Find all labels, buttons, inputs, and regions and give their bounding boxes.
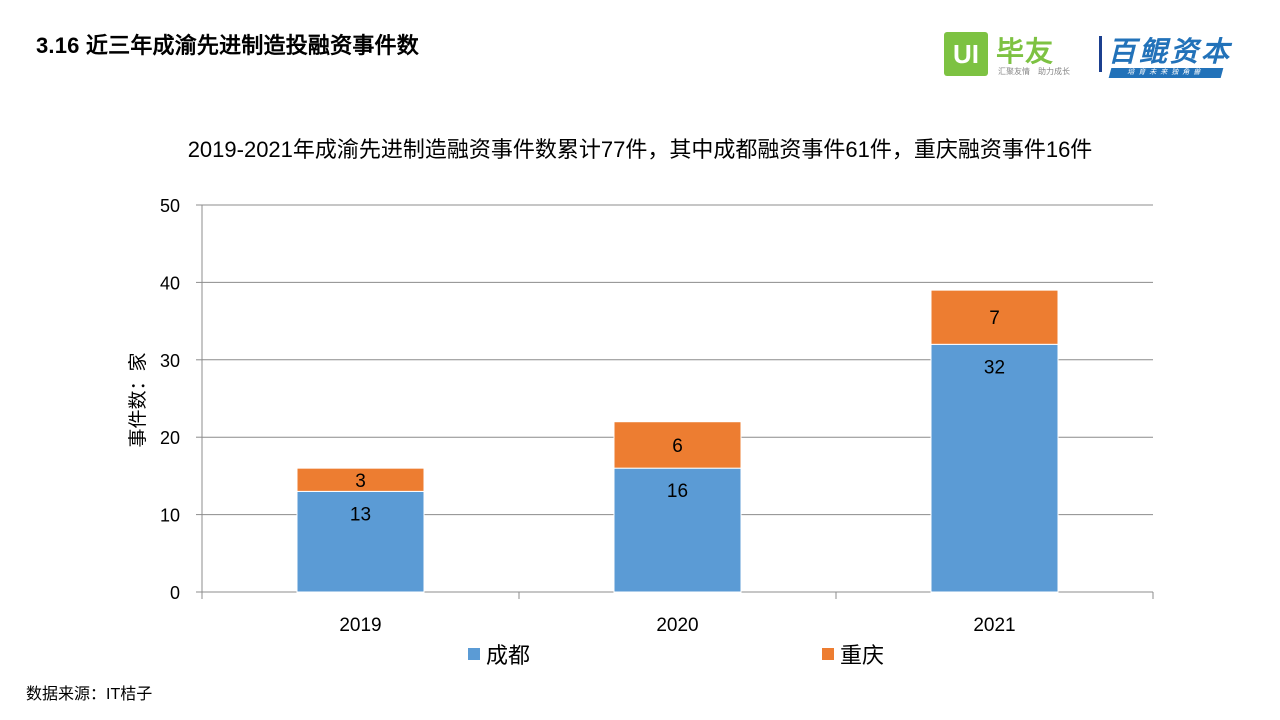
y-tick-label: 0 <box>170 583 180 603</box>
x-tick-label: 2019 <box>339 615 381 636</box>
data-label: 6 <box>672 436 683 457</box>
y-tick-label: 40 <box>160 273 180 293</box>
biyou-logo-name: 毕友 <box>996 36 1055 67</box>
data-label: 13 <box>350 504 371 525</box>
bar-chongqing <box>613 421 742 469</box>
bar-chongqing <box>930 289 1059 345</box>
data-label: 7 <box>989 308 1000 329</box>
data-label: 16 <box>667 481 688 502</box>
legend-swatch-chongqing <box>822 648 834 660</box>
chart-subtitle: 2019-2021年成渝先进制造融资事件数累计77件，其中成都融资事件61件，重… <box>187 137 1093 162</box>
data-label: 3 <box>355 471 366 492</box>
legend-swatch-chengdu <box>468 648 480 660</box>
biyou-logo-mark: UI <box>944 32 988 76</box>
x-tick-label: 2021 <box>973 615 1015 636</box>
bar-chengdu <box>930 343 1059 593</box>
y-tick-label: 20 <box>160 428 180 448</box>
bar-chengdu <box>296 490 425 593</box>
page-title: 3.16 近三年成渝先进制造投融资事件数 <box>36 33 419 58</box>
y-tick-label: 30 <box>160 351 180 371</box>
y-axis-label: 事件数：家 <box>127 352 149 447</box>
baikun-logo-name: 百鲲资本 <box>1108 35 1233 68</box>
data-label: 32 <box>984 357 1005 378</box>
legend-label: 成都 <box>486 643 530 668</box>
biyou-logo-slogan: 汇聚友情 助力成长 <box>998 67 1070 76</box>
y-tick-label: 10 <box>160 506 180 526</box>
logo-divider <box>1099 36 1102 72</box>
y-tick-label: 50 <box>160 196 180 216</box>
bar-chongqing <box>296 467 425 492</box>
logo-group: UI 毕友 汇聚友情 助力成长 百鲲资本 培育未来独角兽 <box>944 30 1254 80</box>
data-source-note: 数据来源：IT桔子 <box>26 686 153 703</box>
x-tick-label: 2020 <box>656 615 698 636</box>
legend-label: 重庆 <box>840 643 884 668</box>
